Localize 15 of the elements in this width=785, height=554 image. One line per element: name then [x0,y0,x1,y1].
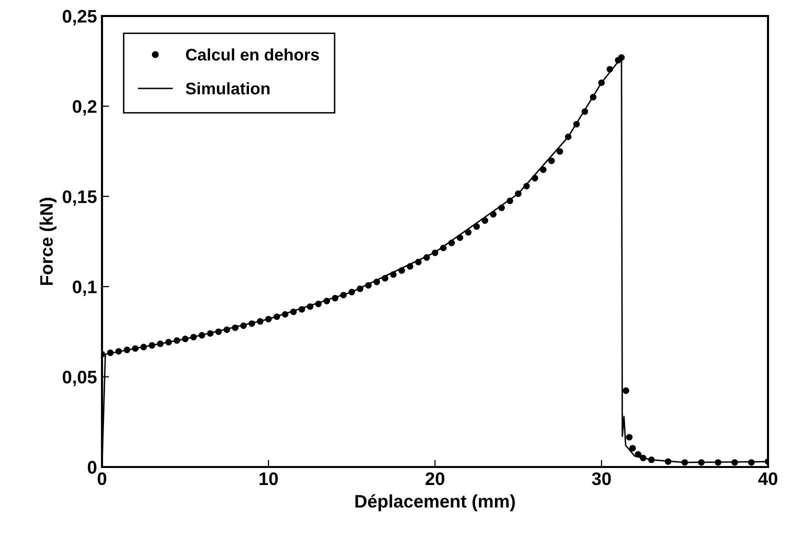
y-tick-label: 0 [88,460,96,474]
y-tick-label: 0,25 [62,10,97,26]
x-tick-label: 0 [98,472,106,486]
y-tick-label: 0,15 [62,190,97,206]
x-tick-label: 10 [260,472,278,486]
legend-label: Calcul en dehors [186,48,319,61]
y-tick-label: 0,1 [72,280,97,296]
x-axis-title: Déplacement (mm) [355,494,515,512]
x-tick-label: 30 [592,472,611,486]
legend-label: Simulation [186,82,270,94]
y-axis-title: Force (kN) [40,198,56,285]
y-tick-label: 0,05 [62,370,97,386]
x-tick-label: 40 [758,472,778,486]
y-tick-label: 0,2 [72,100,96,116]
x-tick-label: 20 [426,472,444,486]
